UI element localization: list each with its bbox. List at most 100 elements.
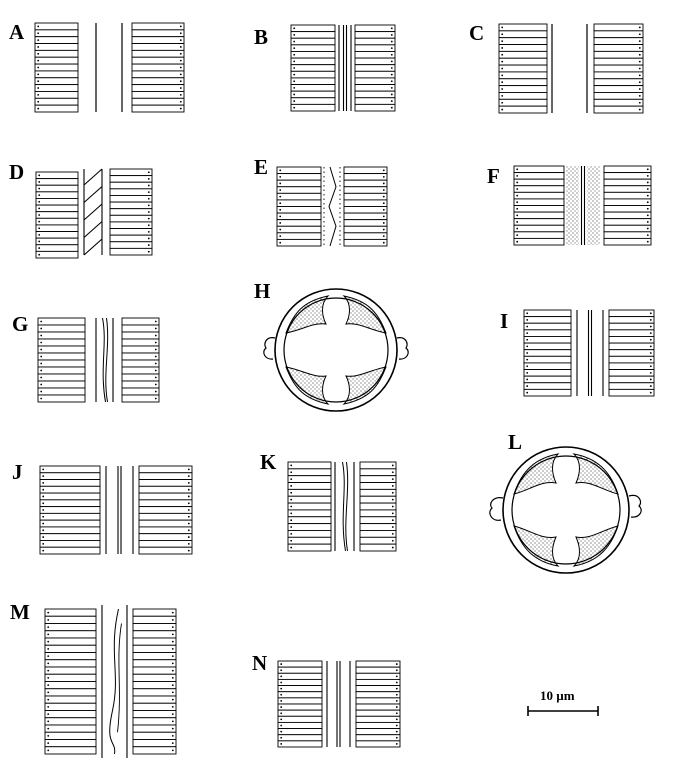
areola-dot [390,34,393,36]
areola-dot [38,174,41,177]
areola-dot [179,66,182,69]
areola-dot [38,207,41,210]
stria-row [498,98,548,107]
stria-row [593,57,644,66]
areola-dot [516,174,519,177]
areola-dot [391,478,394,481]
striae-right [138,465,193,555]
stria-row [287,523,332,531]
stria-row [35,217,79,226]
stria-row [138,472,193,480]
areola-dot [501,94,504,97]
areola-dot [280,743,283,745]
axial-area [95,317,114,403]
stria-row [39,526,101,535]
left-process [263,337,276,360]
areola-dot [649,391,652,394]
areola-dot [638,40,641,43]
areola-dot [646,221,649,223]
stria-row [523,342,572,351]
areola-dot [187,549,190,552]
stria-row [593,105,644,114]
areola-dot [179,73,182,76]
stria-row [44,666,97,675]
areola-dot [638,81,641,84]
stria-row [44,688,97,697]
stria-row [34,43,79,51]
stria-row [290,103,336,112]
areola-dot [382,222,385,224]
stria-row [354,37,396,46]
areola-dot [171,713,174,716]
areola-dot [649,378,652,381]
areola-dot [280,700,283,702]
areola-dot [187,475,190,478]
stria-row [138,492,193,501]
areola-dot [47,698,50,701]
stria-row [132,652,177,661]
areola-dot [395,718,398,721]
stria-row [290,97,336,105]
areola-dot [187,468,190,471]
stria-row [359,536,397,545]
areola-dot [390,93,393,96]
areola-dot [42,542,45,545]
areola-dot [290,471,293,474]
stria-row [131,97,185,106]
areola-dot [42,488,45,491]
stria-row [603,191,652,200]
panel-J-valve-view [39,465,193,555]
stria-row [109,181,153,190]
stria-row [498,23,548,32]
thickening-bottom-right [572,525,619,567]
thickening-bottom-left [513,525,560,567]
stria-row [138,519,193,528]
panel-label-J: J [12,460,23,484]
areola-dot [382,235,385,238]
panel-label-E: E [254,155,269,179]
stria-row [513,211,565,220]
areola-dot [293,67,296,69]
areola-dot [37,80,40,83]
areola-dot [391,512,394,515]
stria-row [287,509,332,518]
axial-area [323,166,341,247]
stria-row [523,309,572,318]
stria-row [132,615,177,624]
stria-row [35,224,79,232]
areola-dot [293,53,296,56]
right-process [396,337,409,360]
thickening-bottom-right [342,366,387,405]
stria-row [359,502,397,511]
areola-dot [279,228,282,231]
areola-dot [187,542,190,545]
stria-row [34,36,79,44]
stria-row [608,349,655,357]
areola-dot [42,529,45,532]
areola-dot [280,675,283,678]
stria-row [276,186,322,194]
areola-dot [390,60,393,63]
stria-row [290,57,336,66]
stria-row [359,495,397,504]
areola-dot [37,52,40,55]
areola-dot [293,27,296,30]
areola-dot [147,184,150,187]
stria-row [277,709,323,717]
stria-row [277,697,323,705]
stria-row [109,228,153,236]
stria-row [37,338,86,347]
stria-row [343,199,388,207]
areola-dot [280,730,283,733]
areola-dot [179,80,182,83]
areola-dot [395,730,398,733]
stria-row [593,44,644,52]
stria-row [138,512,193,521]
areola-dot [171,640,174,643]
stria-row [277,728,323,736]
areola-dot [171,705,174,708]
stria-row [35,184,79,193]
stria-row [44,608,97,617]
areola-dot [646,194,649,197]
areola-dot [293,106,296,109]
